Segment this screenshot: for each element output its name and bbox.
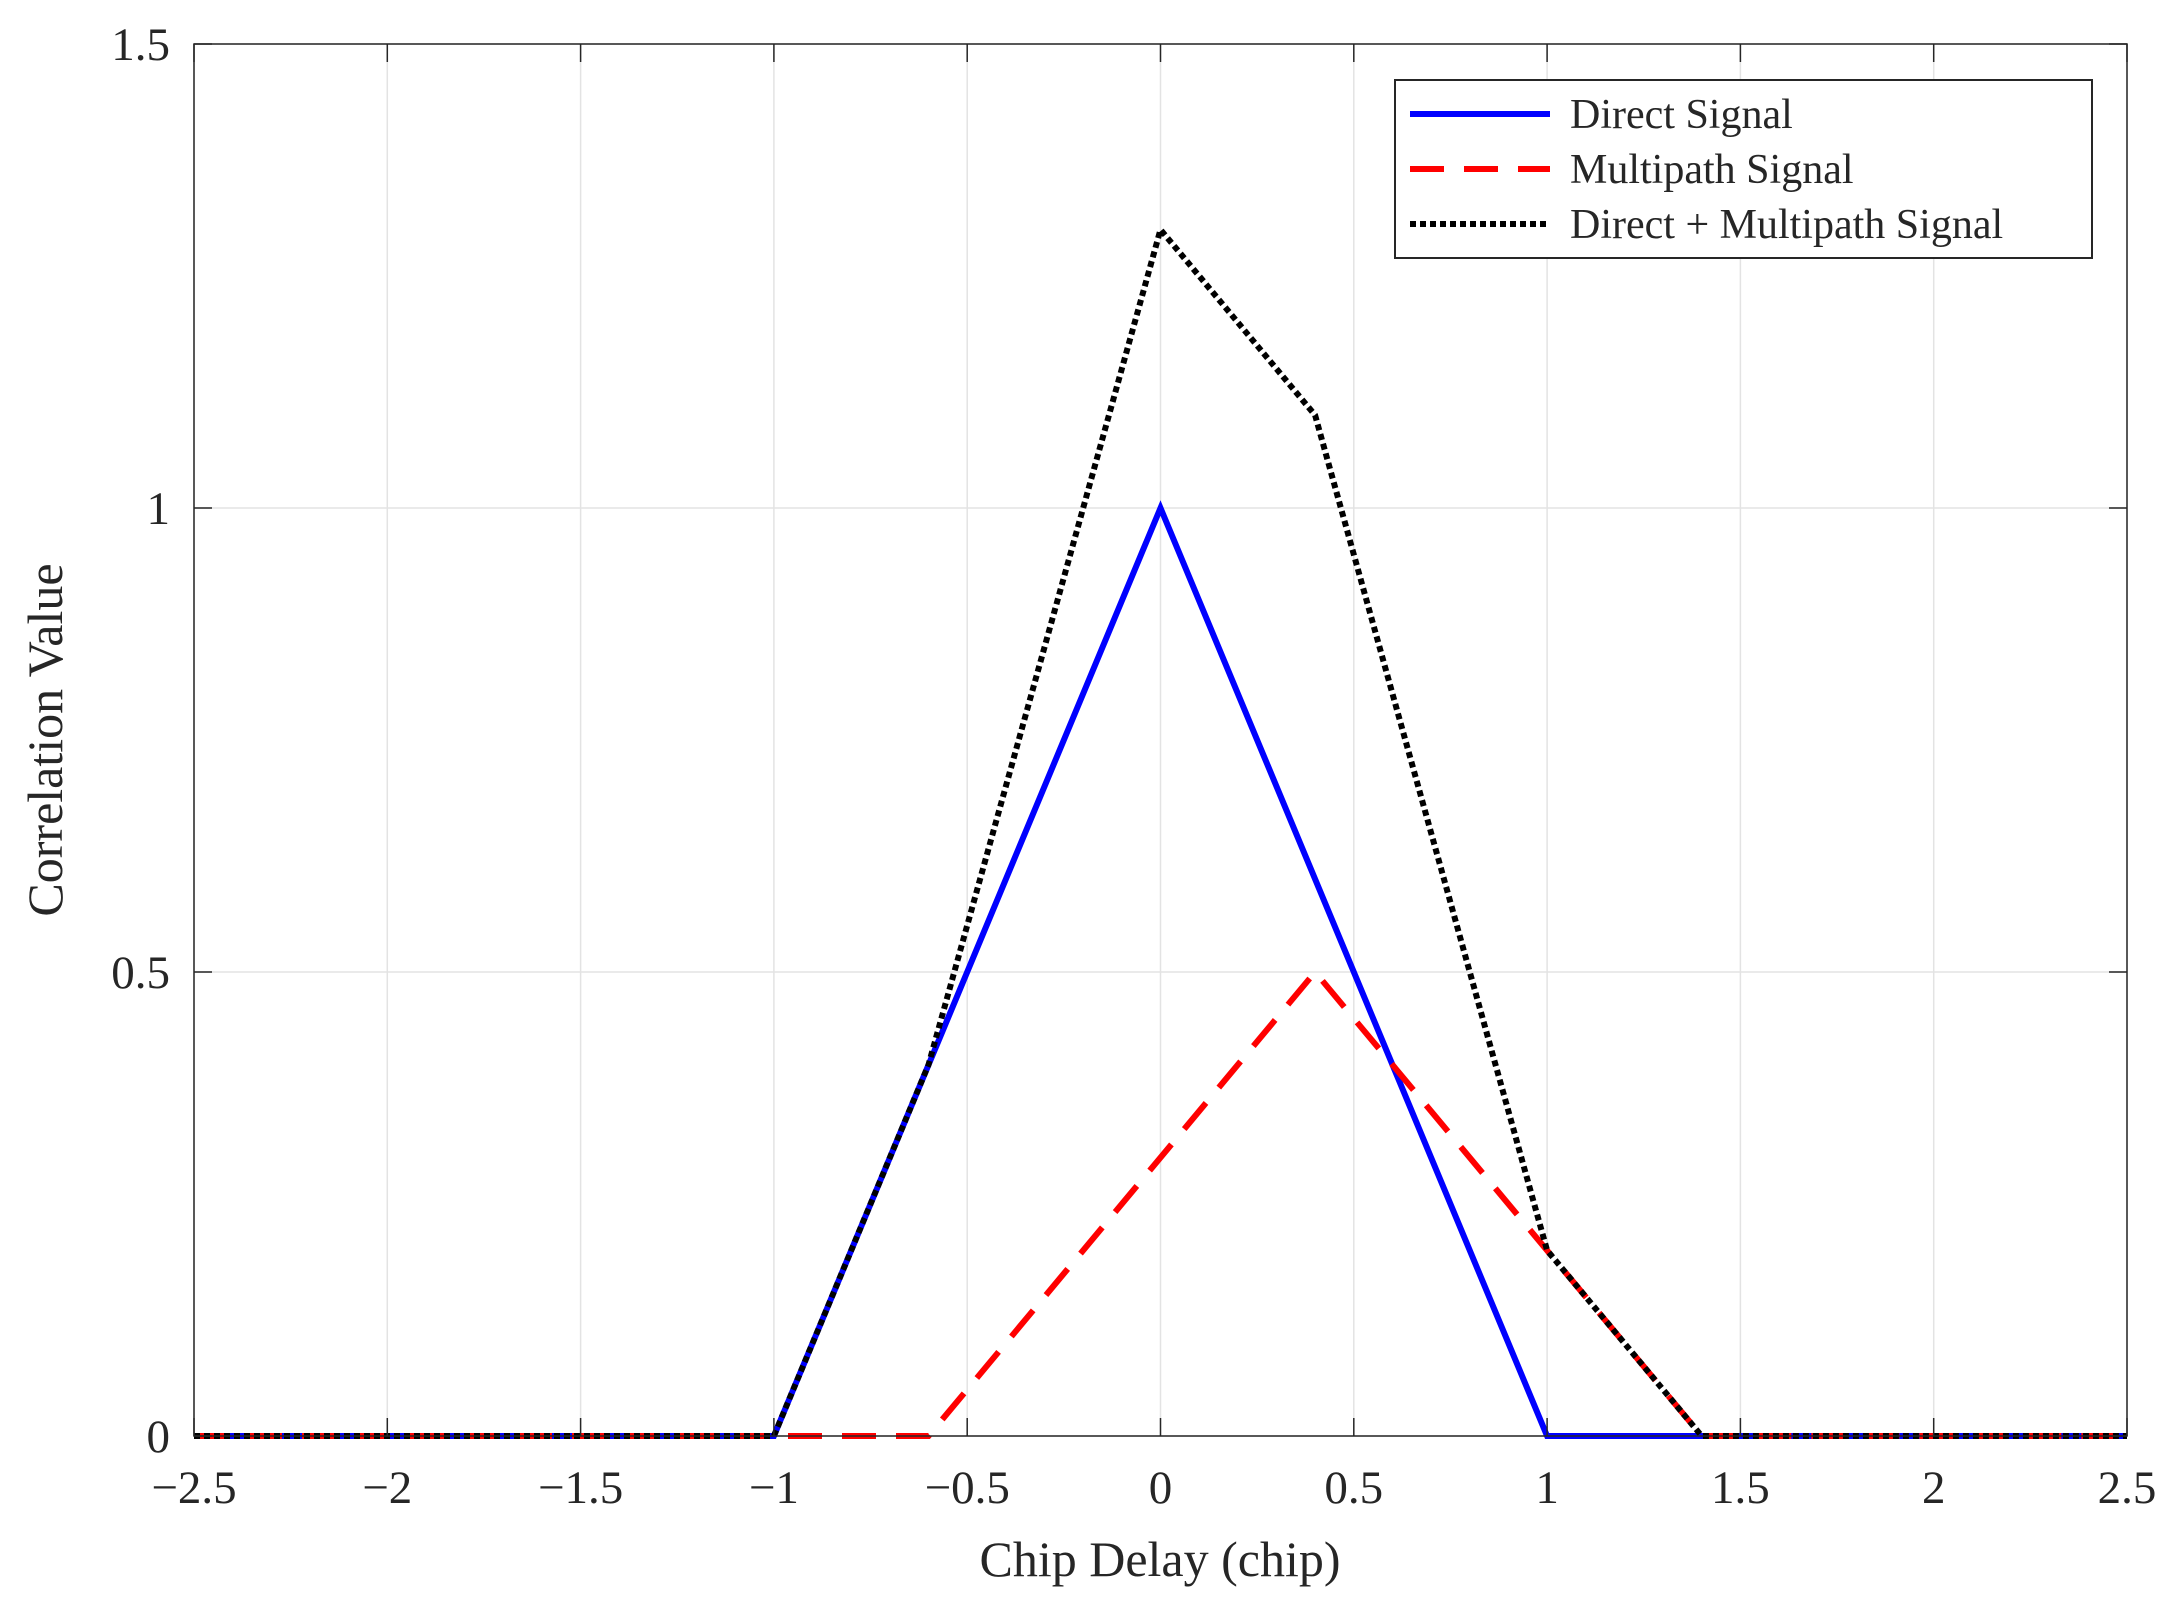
x-tick-label: −1: [749, 1462, 799, 1514]
y-tick-label: 0: [147, 1411, 171, 1463]
x-tick-label: 1: [1535, 1462, 1559, 1514]
x-tick-label: −2: [362, 1462, 412, 1514]
legend-box: [1394, 79, 2093, 259]
x-tick-label: 0: [1149, 1462, 1173, 1514]
x-tick-label: 2: [1922, 1462, 1946, 1514]
x-tick-label: 2.5: [2098, 1462, 2157, 1514]
y-axis-label: Correlation Value: [17, 563, 73, 916]
y-tick-label: 1.5: [111, 19, 170, 71]
x-tick-label: −2.5: [151, 1462, 236, 1514]
legend-label-1: Direct Signal: [1570, 92, 1793, 138]
x-tick-label: −1.5: [538, 1462, 623, 1514]
legend-label-2: Multipath Signal: [1570, 147, 1854, 193]
y-tick-label: 0.5: [111, 947, 170, 999]
x-axis-label: Chip Delay (chip): [979, 1531, 1340, 1587]
x-tick-label: −0.5: [925, 1462, 1010, 1514]
x-tick-label: 1.5: [1711, 1462, 1770, 1514]
legend-label-3: Direct + Multipath Signal: [1570, 202, 2003, 248]
y-tick-label: 1: [147, 483, 171, 535]
legend: Direct Signal Multipath Signal Direct + Mu…: [1394, 79, 2093, 259]
x-tick-label: 0.5: [1324, 1462, 1383, 1514]
ticks: −2.5 −2 −1.5 −1 −0.5 0 0.5 1 1.5 2 2.5 0 0.5 1 1.5: [111, 19, 2156, 1514]
